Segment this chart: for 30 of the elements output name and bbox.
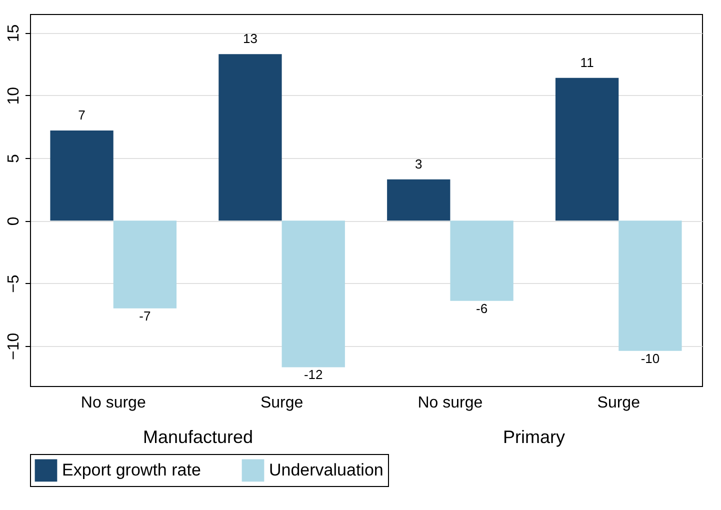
x-tick-label: No surge — [418, 394, 483, 412]
bar — [113, 220, 177, 308]
bar — [555, 78, 619, 221]
data-label: -7 — [139, 308, 151, 324]
data-label: 13 — [242, 31, 258, 46]
bar — [618, 220, 682, 351]
text: Primary — [503, 427, 565, 447]
y-tick-label: 0 — [6, 216, 22, 226]
data-label: 11 — [580, 54, 594, 70]
data-label: -12 — [304, 367, 323, 382]
text: Manufactured — [142, 427, 254, 447]
y-tick-label: −10 — [6, 332, 22, 360]
data-label: 3 — [415, 156, 422, 172]
bar — [282, 220, 345, 368]
y-tick-label: −5 — [6, 274, 22, 293]
bar — [218, 54, 282, 221]
data-label: 7 — [78, 107, 86, 122]
x-tick-label: Surge — [597, 394, 640, 412]
legend-label: Undervaluation — [269, 460, 384, 480]
bar — [387, 179, 450, 221]
bar — [450, 220, 514, 301]
x-tick-label: Surge — [260, 394, 304, 412]
legend-label: Export growth rate — [62, 460, 201, 480]
y-tick-label: 10 — [6, 86, 22, 105]
y-tick-label: 15 — [6, 24, 22, 42]
data-label: -10 — [640, 350, 660, 366]
data-label: -6 — [476, 300, 488, 316]
x-tick-label: No surge — [80, 394, 146, 412]
bar — [50, 130, 114, 221]
y-tick-label: 5 — [6, 154, 22, 163]
